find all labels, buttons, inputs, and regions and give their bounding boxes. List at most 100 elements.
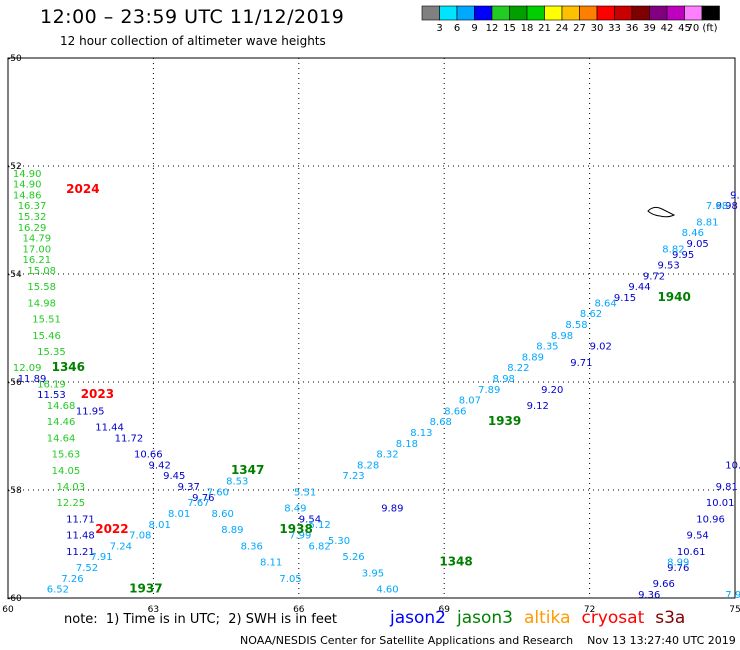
pass-id-label: 2024 — [66, 182, 99, 196]
wave-height-label: 9.76 — [667, 563, 689, 574]
colorbar-label: 33 — [608, 23, 621, 34]
pass-id-label: 1348 — [439, 555, 472, 569]
plot-frame — [7, 57, 736, 599]
wave-height-label: 9.12 — [527, 401, 549, 412]
wave-height-label: 9.81 — [716, 482, 738, 493]
wave-height-label: 8.89 — [522, 352, 544, 363]
wave-height-label: 8.07 — [459, 396, 481, 407]
wave-height-label: 9.45 — [163, 471, 185, 482]
satellite-legend: jason2 jason3 altika cryosat s3a — [390, 608, 696, 628]
wave-height-label: 9.71 — [570, 358, 592, 369]
legend-item-jason3: jason3 — [457, 608, 513, 628]
wave-height-label: 8.13 — [410, 428, 432, 439]
wave-height-label: 12.09 — [13, 363, 42, 374]
wave-height-label: 12.25 — [56, 498, 85, 509]
wave-height-label: 11.89 — [18, 374, 47, 385]
colorbar-label: 36 — [626, 23, 639, 34]
colorbar-label: 39 — [643, 23, 656, 34]
colorbar-label: 12 — [486, 23, 499, 34]
wave-height-label: 8.82 — [662, 244, 684, 255]
wave-height-label: 5.12 — [308, 520, 330, 531]
colorbar-label: 18 — [521, 23, 534, 34]
wave-height-label: 5.26 — [342, 552, 364, 563]
credit-line: NOAA/NESDIS Center for Satellite Applica… — [240, 634, 736, 647]
wave-height-label: 14.90 — [13, 180, 42, 191]
wave-height-label: 6.82 — [308, 541, 330, 552]
wave-height-label: 9.95 — [672, 250, 694, 261]
wave-height-label: 8.64 — [594, 298, 616, 309]
wave-height-label: 9.02 — [590, 342, 612, 353]
pass-id-label: 1937 — [129, 582, 162, 596]
wave-height-label: 9.76 — [192, 493, 214, 504]
wave-height-label: 9.36 — [638, 590, 660, 601]
wave-height-label: 11.72 — [115, 433, 144, 444]
legend-item-cryosat: cryosat — [581, 608, 645, 628]
wave-height-label: 7.91 — [90, 552, 112, 563]
wave-height-label: 11.71 — [66, 514, 95, 525]
wave-height-label: 9.81 — [730, 190, 740, 201]
wave-height-label: 8.66 — [444, 406, 466, 417]
wave-height-label: 10.61 — [677, 547, 706, 558]
wave-height-label: 8.46 — [682, 228, 704, 239]
pass-id-label: 2023 — [81, 387, 114, 401]
wave-height-label: 8.36 — [241, 541, 263, 552]
wave-height-label: 16.37 — [18, 201, 47, 212]
chart-subtitle: 12 hour collection of altimeter wave hei… — [60, 34, 326, 48]
wave-height-label: 9.98 — [716, 201, 738, 212]
colorbar-label: 42 — [661, 23, 674, 34]
wave-height-label: 9.72 — [643, 271, 665, 282]
wave-height-label: 8.28 — [357, 460, 379, 471]
colorbar-label: 15 — [503, 23, 516, 34]
colorbar-swatch — [701, 5, 720, 21]
wave-height-label: 16.21 — [23, 255, 52, 266]
wave-height-label: 14.79 — [23, 234, 52, 245]
wave-height-label: 8.60 — [212, 509, 234, 520]
wave-height-label: 7.68 — [706, 201, 728, 212]
wave-height-label: 14.64 — [47, 433, 76, 444]
colorbar-label: 9 — [471, 23, 477, 34]
wave-height-label: 9.05 — [687, 239, 709, 250]
y-tick-label: -58 — [7, 486, 22, 496]
y-tick-label: -60 — [7, 594, 22, 604]
wave-height-label: 14.03 — [56, 482, 85, 493]
pass-id-label: 1938 — [279, 522, 312, 536]
y-tick-label: -54 — [7, 270, 22, 280]
wave-height-label: 7.99 — [289, 531, 311, 542]
x-tick-label: 66 — [293, 605, 305, 615]
wave-height-label: 3.95 — [362, 568, 384, 579]
chart-title: 12:00 – 23:59 UTC 11/12/2019 — [40, 6, 345, 28]
island-outline — [647, 206, 676, 218]
colorbar-label: 3 — [436, 23, 442, 34]
x-tick-label: 69 — [438, 605, 450, 615]
wave-height-label: 11.95 — [76, 406, 105, 417]
wave-height-label: 15.63 — [52, 450, 81, 461]
wave-height-label: 14.05 — [52, 466, 81, 477]
wave-height-label: 9.42 — [149, 460, 171, 471]
x-tick-label: 72 — [584, 605, 595, 615]
wave-height-label: 9.37 — [178, 482, 200, 493]
wave-height-label: 11.48 — [66, 531, 95, 542]
wave-height-label: 7.96 — [725, 590, 740, 601]
wave-height-label: 10.66 — [134, 450, 163, 461]
wave-height-label: 7.89 — [478, 385, 500, 396]
legend-item-jason2: jason2 — [390, 608, 446, 628]
wave-height-label: 9.89 — [381, 504, 403, 515]
wave-height-label: 7.60 — [207, 487, 229, 498]
wave-height-label: 15.46 — [32, 331, 61, 342]
wave-height-label: 8.98 — [551, 331, 573, 342]
wave-height-label: 7.08 — [129, 531, 151, 542]
colorbar-label: 6 — [454, 23, 460, 34]
wave-height-label: 6.52 — [47, 585, 69, 596]
wave-height-label: 8.99 — [667, 558, 689, 569]
wave-height-label: 10.01 — [706, 498, 735, 509]
pass-id-label: 1347 — [231, 463, 264, 477]
wave-height-label: 8.81 — [696, 217, 718, 228]
wave-height-label: 16.29 — [18, 223, 47, 234]
wave-height-label: 9.20 — [541, 385, 563, 396]
wave-height-label: 14.90 — [13, 169, 42, 180]
wave-height-label: 9.54 — [687, 531, 709, 542]
pass-id-label: 1939 — [488, 414, 521, 428]
x-tick-label: 63 — [148, 605, 159, 615]
wave-height-label: 7.24 — [110, 541, 132, 552]
